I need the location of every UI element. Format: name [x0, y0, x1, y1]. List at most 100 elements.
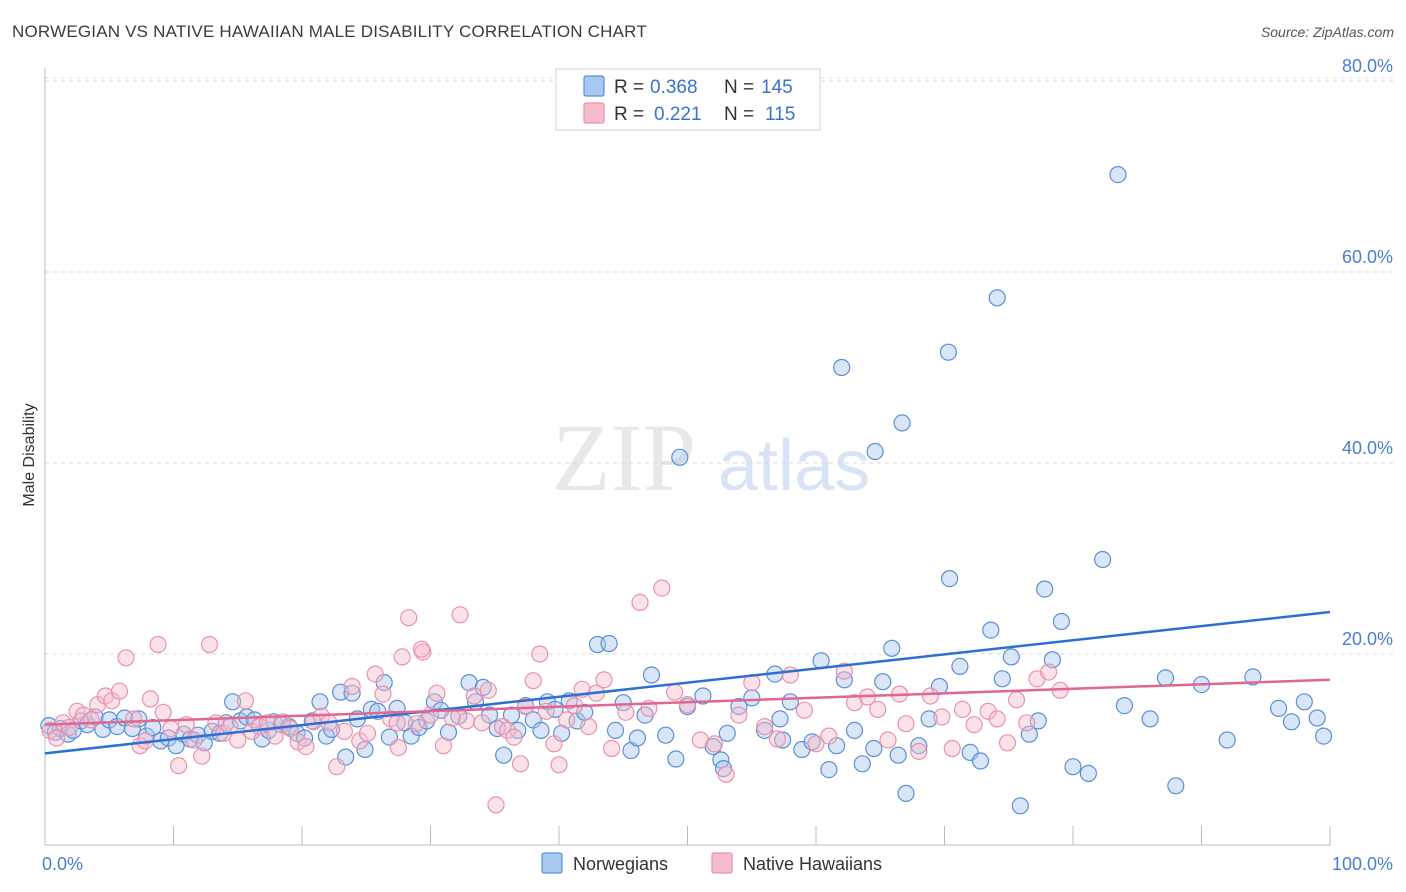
norwegians-point — [988, 289, 1006, 307]
hawaiians-point — [953, 700, 972, 719]
y-tick-label-80: 80.0% — [1342, 56, 1393, 76]
bottom-legend-norwegians-label[interactable]: Norwegians — [573, 854, 668, 874]
legend-norwegians-swatch — [583, 75, 605, 97]
bottom-legend-norwegians-swatch[interactable] — [541, 852, 563, 874]
hawaiians-point — [414, 643, 432, 661]
hawaiians-point — [1018, 714, 1036, 732]
norwegians-point — [743, 689, 761, 707]
norwegians-point — [920, 710, 938, 728]
hawaiians-point — [393, 648, 411, 666]
norwegians-point — [853, 755, 871, 773]
norwegians-point — [910, 737, 928, 755]
hawaiians-point — [531, 645, 549, 663]
chart-title: NORWEGIAN VS NATIVE HAWAIIAN MALE DISABI… — [12, 22, 647, 41]
norwegians-point — [951, 657, 969, 676]
hawaiians-point — [473, 714, 491, 732]
norwegians-point — [1052, 612, 1071, 631]
hawaiians-point — [755, 717, 774, 736]
hawaiians-point — [229, 731, 247, 749]
gridlines — [45, 77, 1394, 655]
norwegians-point — [755, 721, 774, 740]
trend-lines — [44, 610, 1331, 755]
legend-norwegians-r-label: R = — [614, 77, 644, 98]
norwegians-point — [1308, 709, 1326, 727]
norwegians-point — [642, 666, 661, 684]
norwegians-point — [993, 670, 1011, 688]
hawaiians-trend-line — [44, 678, 1331, 726]
hawaiians-point — [358, 724, 377, 742]
hawaiians-point — [343, 677, 361, 696]
hawaiians-point — [524, 672, 542, 690]
hawaiians-point — [579, 717, 598, 736]
hawaiians-point — [457, 712, 476, 730]
norwegians-point — [1115, 696, 1134, 715]
hawaiians-point — [965, 716, 983, 734]
norwegians-point — [94, 720, 112, 739]
hawaiians-point — [149, 635, 167, 654]
norwegians-point — [865, 739, 883, 758]
norwegians-point — [600, 634, 618, 653]
hawaiians-point — [451, 606, 469, 624]
norwegians-point — [1011, 797, 1029, 815]
norwegians-point — [982, 621, 1000, 639]
hawaiians-point — [141, 690, 159, 708]
norwegians-point — [939, 343, 958, 361]
norwegians-point — [1141, 710, 1159, 728]
norwegians-point — [694, 687, 712, 705]
hawaiians-point — [603, 739, 621, 758]
hawaiians-point — [537, 702, 555, 720]
norwegians-point — [1079, 764, 1098, 783]
hawaiians-point — [200, 635, 219, 654]
hawaiians-point — [1007, 691, 1026, 709]
hawaiians-point — [550, 756, 568, 774]
hawaiians-point — [617, 703, 635, 721]
hawaiians-point — [412, 640, 431, 658]
legend-norwegians-n-value: 145 — [761, 77, 793, 98]
hawaiians-point — [236, 692, 255, 710]
hawaiians-point — [730, 706, 748, 724]
hawaiians-point — [933, 708, 951, 726]
x-tick-label-min: 0.0% — [42, 854, 83, 874]
hawaiians-point — [374, 685, 392, 703]
hawaiians-point — [389, 738, 407, 757]
hawaiians-point — [443, 709, 461, 727]
y-tick-label-60: 60.0% — [1342, 247, 1393, 267]
hawaiians-point — [807, 735, 825, 753]
norwegians-point — [781, 693, 799, 711]
hawaiians-point — [781, 666, 799, 684]
norwegians-point — [833, 358, 851, 377]
norwegians-point — [1218, 731, 1236, 749]
hawaiians-point — [193, 747, 211, 765]
bottom-legend-hawaiians-label[interactable]: Native Hawaiians — [743, 854, 882, 874]
norwegians-point — [1295, 693, 1313, 711]
y-tick-label-20: 20.0% — [1342, 629, 1393, 649]
norwegians-point — [130, 710, 148, 728]
hawaiians-point — [558, 711, 576, 729]
hawaiians-point — [487, 796, 505, 814]
x-tick-label-max: 100.0% — [1332, 854, 1393, 874]
bottom-legend-hawaiians-swatch[interactable] — [711, 852, 733, 874]
hawaiians-point — [795, 701, 814, 719]
norwegians-point — [343, 684, 361, 702]
hawaiians-point — [328, 758, 346, 776]
norwegians-point — [845, 721, 864, 740]
norwegians-point — [940, 569, 959, 588]
norwegians-point — [1109, 166, 1127, 184]
norwegians-point — [893, 414, 911, 432]
norwegians-point — [874, 673, 892, 691]
hawaiians-point — [665, 683, 684, 701]
hawaiians-point — [1039, 663, 1058, 681]
norwegians-point — [667, 750, 685, 768]
hawaiians-point — [705, 735, 724, 753]
norwegians-point — [1167, 777, 1185, 795]
legend-hawaiians-swatch — [583, 102, 605, 124]
norwegians-point — [474, 678, 492, 697]
norwegians-point — [628, 729, 647, 747]
correlation-legend: R = 0.368 N = 145 R = 0.221 N = 115 — [555, 68, 821, 131]
hawaiians-point — [400, 609, 418, 627]
norwegians-point — [311, 693, 329, 711]
hawaiians-point — [434, 737, 452, 755]
norwegians-point — [671, 448, 689, 466]
hawaiians-point — [897, 715, 915, 733]
